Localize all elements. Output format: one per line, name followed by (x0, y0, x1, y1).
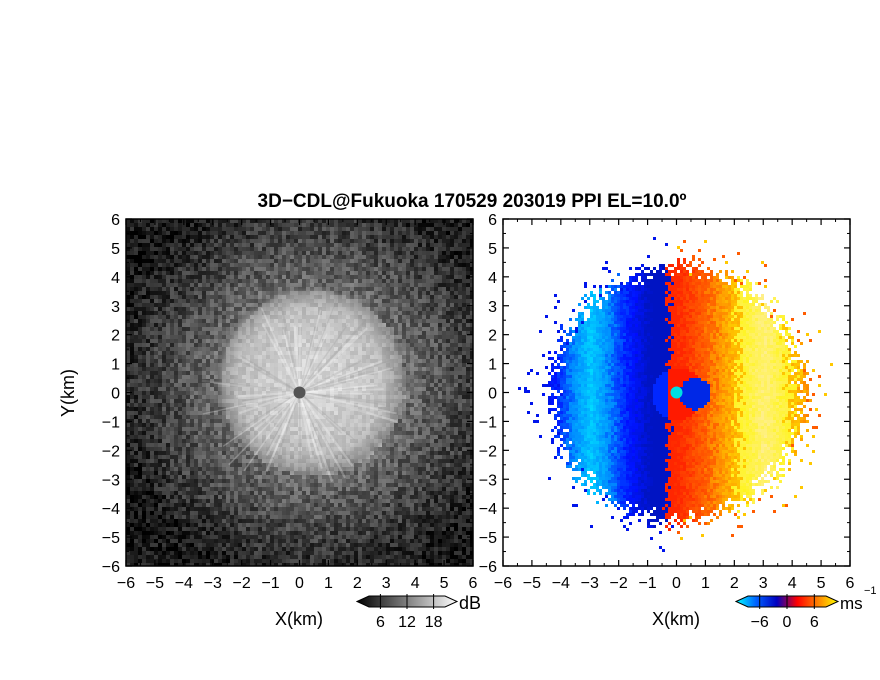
left-xtick-label: 2 (353, 575, 362, 592)
chart-title: 3D−CDL@Fukuoka 170529 203019 PPI EL=10.0… (258, 191, 687, 212)
right-xtick-label: −4 (552, 575, 570, 592)
left-ytick-label: 0 (111, 386, 120, 403)
right-xlabel: X(km) (652, 609, 700, 629)
right-xtick-label: 2 (730, 575, 739, 592)
left-colorbar-tick-label: 6 (376, 614, 385, 631)
right-ytick-label: −5 (479, 530, 497, 547)
right-ytick-label: 2 (488, 328, 497, 345)
left-ytick-label: 5 (111, 241, 120, 258)
left-xtick-label: 1 (324, 575, 333, 592)
right-ytick-label: −3 (479, 472, 497, 489)
right-center-marker (670, 386, 683, 399)
right-colorbar-unit: ms (840, 594, 863, 613)
right-xtick-label: −3 (581, 575, 599, 592)
left-xtick-label: 3 (382, 575, 391, 592)
right-xtick-label: 3 (759, 575, 768, 592)
left-xtick-label: −6 (117, 575, 135, 592)
left-xtick-label: −3 (204, 575, 222, 592)
right-xtick-label: −5 (523, 575, 541, 592)
left-ylabel: Y(km) (58, 369, 78, 417)
right-ytick-label: 4 (488, 270, 497, 287)
right-ytick-label: 0 (488, 386, 497, 403)
right-xtick-label: −2 (610, 575, 628, 592)
right-ytick-label: −1 (479, 414, 497, 431)
left-xtick-label: −4 (175, 575, 193, 592)
left-ytick-label: −1 (102, 414, 120, 431)
right-xtick-label: 6 (846, 575, 855, 592)
right-ytick-label: 1 (488, 357, 497, 374)
right-velocity-field (518, 237, 833, 552)
left-ytick-label: −3 (102, 472, 120, 489)
left-center-marker (293, 386, 306, 399)
right-ytick-label: −4 (479, 501, 497, 518)
left-xtick-label: −2 (233, 575, 251, 592)
left-ticks: −6 −5 −4 −3 −2 −1 0 1 2 3 4 5 6 −6 −5 −4 −3 −2 −1 0 1 2 3 4 5 6 (102, 212, 478, 592)
left-xlabel: X(km) (275, 609, 323, 629)
right-colorbar: −6 0 6 ms−1 (734, 585, 877, 631)
left-xtick-label: 4 (411, 575, 420, 592)
left-xtick-label: −5 (146, 575, 164, 592)
right-ytick-label: 3 (488, 299, 497, 316)
right-xtick-label: 4 (788, 575, 797, 592)
right-xtick-label: −1 (638, 575, 656, 592)
right-ytick-label: −6 (479, 559, 497, 576)
right-xtick-label: 1 (701, 575, 710, 592)
right-xtick-label: 0 (672, 575, 681, 592)
left-colorbar-tick-label: 18 (425, 614, 443, 631)
left-ytick-label: 4 (111, 270, 120, 287)
left-bright-disk (213, 283, 409, 479)
right-colorbar-tick-label: 6 (810, 614, 819, 631)
right-ytick-label: −2 (479, 443, 497, 460)
right-panel: −6 −5 −4 −3 −2 −1 0 1 2 3 4 5 6 −6 −5 −4 −3 −2 −1 0 1 2 3 4 5 6 X… (479, 212, 877, 631)
right-ytick-label: 5 (488, 241, 497, 258)
left-colorbar-unit: dB (459, 593, 481, 613)
right-xtick-label: 5 (817, 575, 826, 592)
right-xtick-label: −6 (494, 575, 512, 592)
left-xtick-label: 5 (440, 575, 449, 592)
left-xtick-label: 0 (295, 575, 304, 592)
left-xtick-label: 6 (469, 575, 478, 592)
left-colorbar-tick-label: 12 (398, 614, 416, 631)
left-radial-streaks (201, 293, 398, 483)
left-ytick-label: −2 (102, 443, 120, 460)
right-ytick-label: 6 (488, 212, 497, 229)
left-ytick-label: −6 (102, 559, 120, 576)
right-ticks: −6 −5 −4 −3 −2 −1 0 1 2 3 4 5 6 −6 −5 −4 −3 −2 −1 0 1 2 3 4 5 6 (479, 212, 855, 592)
left-ytick-label: 2 (111, 328, 120, 345)
left-ytick-label: −5 (102, 530, 120, 547)
left-ytick-label: 3 (111, 299, 120, 316)
right-colorbar-tick-label: 0 (783, 614, 792, 631)
left-ytick-label: −4 (102, 501, 120, 518)
left-xtick-label: −1 (261, 575, 279, 592)
left-ytick-label: 6 (111, 212, 120, 229)
left-colorbar: 6 12 18 dB (355, 593, 481, 631)
right-colorbar-unit-superscript: −1 (864, 585, 877, 597)
left-ytick-label: 1 (111, 357, 120, 374)
right-colorbar-tick-label: −6 (751, 614, 769, 631)
